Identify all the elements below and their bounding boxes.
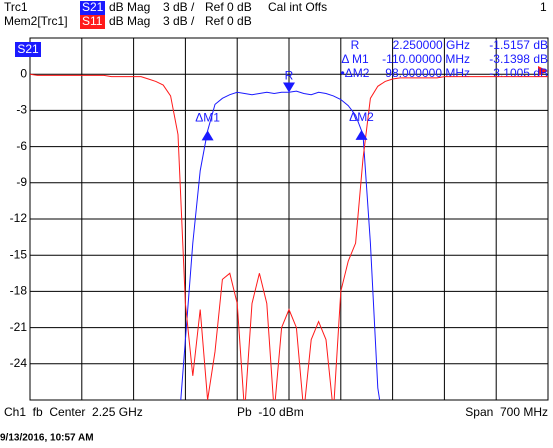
y-tick-label: -12 <box>10 211 28 225</box>
marker-table-cell: Δ M1 <box>341 52 369 66</box>
plot-frame <box>29 37 549 401</box>
ref: Ref 0 dB <box>205 0 252 14</box>
y-tick-label: -15 <box>10 247 28 261</box>
scale: 3 dB / <box>163 0 195 14</box>
trace-label-box <box>15 42 41 57</box>
index: 1 <box>540 0 547 14</box>
trace-name: Trc1 <box>4 0 28 14</box>
marker-table-cell: R <box>351 38 360 52</box>
marker-label: R <box>285 69 294 83</box>
marker-label: ΔM1 <box>195 111 220 125</box>
footer-channel: Ch1 fb Center 2.25 GHz <box>4 405 143 419</box>
ref: Ref 0 dB <box>205 14 252 28</box>
param: S11 <box>82 14 103 28</box>
marker-table-cell: -3.1398 dB <box>489 52 548 66</box>
trace-name: Mem2[Trc1] <box>4 14 68 28</box>
marker-label: ΔM2 <box>349 110 374 124</box>
param-box <box>80 15 105 29</box>
y-tick-label: -6 <box>16 139 27 153</box>
param: S21 <box>82 0 104 14</box>
y-tick-label: -21 <box>10 320 28 334</box>
format: dB Mag <box>109 14 150 28</box>
reference-arrow <box>538 66 548 76</box>
y-tick-label: -9 <box>16 175 27 189</box>
cal: Cal int Offs <box>268 0 327 14</box>
trace-label: S21 <box>17 42 39 56</box>
param-box <box>80 1 105 15</box>
marker-table-cell: 2.250000 GHz <box>393 38 470 52</box>
y-tick-label: -3 <box>16 103 27 117</box>
marker-table-cell: -110.00000 MHz <box>382 52 470 66</box>
timestamp: 9/13/2016, 10:57 AM <box>0 433 94 444</box>
marker <box>283 82 295 93</box>
footer-power: Pb -10 dBm <box>237 405 304 419</box>
footer-span: Span 700 MHz <box>465 405 548 419</box>
format: dB Mag <box>109 0 150 14</box>
marker-table-cell: -1.5157 dB <box>489 38 548 52</box>
scale: 3 dB / <box>163 14 195 28</box>
y-tick-label: 0 <box>20 66 27 80</box>
trace-line <box>30 73 548 400</box>
marker-table-cell: -3.1005 dB <box>489 66 548 80</box>
marker <box>355 129 368 140</box>
y-tick-label: -18 <box>10 284 28 298</box>
y-tick-label: -24 <box>10 356 28 370</box>
marker-table-cell: •ΔM2 <box>341 66 370 80</box>
marker <box>201 130 214 141</box>
